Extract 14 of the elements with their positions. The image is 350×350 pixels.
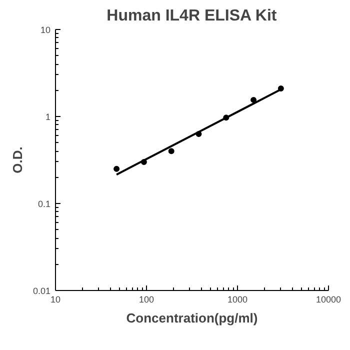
y-tick-label: 0.1	[38, 199, 51, 209]
point	[250, 96, 257, 103]
y-axis-title: O.D.	[10, 146, 25, 174]
y-tick-label: 1	[45, 112, 51, 122]
x-tick-label: 100	[138, 294, 154, 304]
point	[168, 148, 174, 154]
x-tick-label: 1000	[227, 294, 248, 304]
x-tick-label: 10	[50, 294, 61, 304]
y-tick-label: 0.01	[32, 286, 51, 296]
x-tick-label: 10000	[316, 294, 342, 304]
x-axis-title: Concentration(pg/ml)	[126, 310, 258, 326]
y-tick-label: 10	[40, 25, 51, 35]
point	[114, 166, 120, 172]
chart-title: Human IL4R ELISA Kit	[106, 8, 278, 24]
